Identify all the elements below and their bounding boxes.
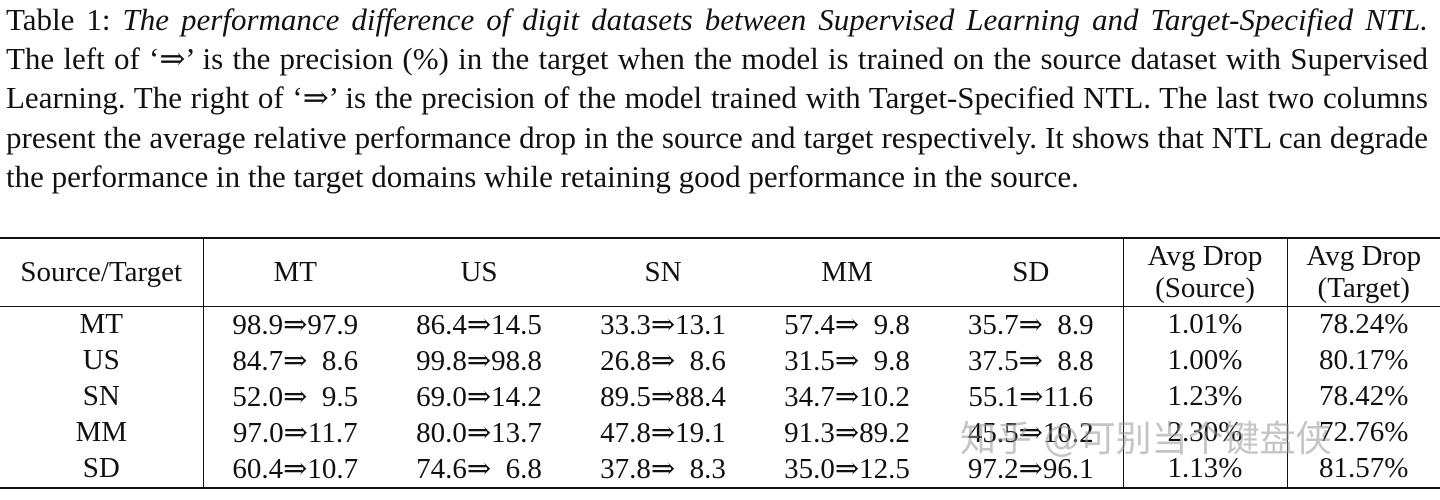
- table-cell: 1.00%: [1123, 342, 1288, 378]
- table-cell: 78.24%: [1319, 307, 1409, 340]
- table-cell: 86.4⇒14.5: [416, 308, 542, 341]
- table-row: MT 98.9⇒97.9 86.4⇒14.5 33.3⇒13.1 57.4⇒ 9.8 35…: [0, 306, 1440, 342]
- row-label: MT: [0, 306, 204, 342]
- table-cell: 1.13%: [1123, 450, 1288, 488]
- table-cell: 55.1⇒11.6: [939, 378, 1124, 414]
- caption-text: The left of ‘⇒’ is the precision (%) in …: [6, 41, 1428, 194]
- table-row: SD 60.4⇒10.7 74.6⇒ 6.8 37.8⇒ 8.3 35.0⇒12.5 97…: [0, 450, 1440, 488]
- table-cell: 47.8⇒19.1: [600, 416, 726, 449]
- table-cell: 74.6⇒ 6.8: [416, 453, 542, 485]
- row-label: SN: [0, 378, 204, 414]
- table-cell: 52.0⇒ 9.5: [232, 380, 359, 413]
- header-cell: SN: [644, 256, 682, 289]
- table-cell: 80.0⇒13.7: [416, 416, 542, 449]
- table-row: MM 97.0⇒11.7 80.0⇒13.7 47.8⇒19.1 91.3⇒89.2 45…: [0, 414, 1440, 450]
- table-cell: 69.0⇒14.2: [416, 380, 542, 413]
- table-row: SN 52.0⇒ 9.5 69.0⇒14.2 89.5⇒88.4 34.7⇒10.2 55…: [0, 378, 1440, 414]
- table-cell: 78.42%: [1319, 379, 1409, 412]
- watermark: 知乎 @可别当个键盘侠: [960, 419, 1332, 460]
- table-cell: 26.8⇒ 8.6: [600, 344, 726, 377]
- table-cell: 35.0⇒12.5: [784, 453, 910, 485]
- header-cell: Source/Target: [0, 238, 204, 306]
- caption-label: Table 1:: [6, 2, 111, 37]
- table-cell: 45.5⇒10.2: [939, 414, 1124, 450]
- caption: Table 1: The performance difference of d…: [6, 0, 1428, 196]
- table-cell: 97.0⇒11.7: [232, 416, 358, 449]
- header-cell: MT: [273, 256, 318, 289]
- results-table: Source/Target MT US SN MM SD Avg Drop (Source)…: [0, 237, 1440, 489]
- header-cell: SD: [939, 238, 1124, 306]
- table-cell: 1.01%: [1123, 306, 1288, 342]
- header-cell: Avg Drop (Source): [1123, 238, 1288, 306]
- table-body: MT 98.9⇒97.9 86.4⇒14.5 33.3⇒13.1 57.4⇒ 9.8 35…: [0, 306, 1440, 488]
- table-cell: 91.3⇒89.2: [784, 416, 910, 449]
- header-cell: MM: [821, 256, 873, 289]
- table-cell: 84.7⇒ 8.6: [232, 344, 359, 377]
- table-cell: 1.23%: [1123, 378, 1288, 414]
- table-cell: 2.30%: [1123, 414, 1288, 450]
- table-cell: 99.8⇒98.8: [416, 344, 542, 377]
- table-cell: 37.8⇒ 8.3: [600, 453, 726, 485]
- table-cell: 57.4⇒ 9.8: [784, 308, 910, 341]
- table-cell: 72.76%: [1319, 415, 1409, 448]
- table-cell: 35.7⇒ 8.9: [939, 306, 1124, 342]
- header-cell: US: [460, 256, 498, 289]
- row-label: US: [0, 342, 204, 378]
- table-cell: 98.9⇒97.9: [232, 308, 359, 341]
- table-row: US 84.7⇒ 8.6 99.8⇒98.8 26.8⇒ 8.6 31.5⇒ 9.8 37…: [0, 342, 1440, 378]
- table-cell: 89.5⇒88.4: [600, 380, 726, 413]
- row-label: SD: [0, 450, 204, 488]
- table-cell: 37.5⇒ 8.8: [939, 342, 1124, 378]
- table-cell: 34.7⇒10.2: [784, 380, 910, 413]
- table-cell: 97.2⇒96.1: [939, 450, 1124, 488]
- caption-title: The performance difference of digit data…: [122, 2, 1428, 37]
- table-cell: 81.57%: [1319, 452, 1409, 484]
- table-cell: 60.4⇒10.7: [232, 453, 359, 485]
- table-cell: 33.3⇒13.1: [600, 308, 726, 341]
- header-cell: Avg Drop (Target): [1306, 240, 1422, 305]
- table-cell: 31.5⇒ 9.8: [784, 344, 910, 377]
- row-label: MM: [0, 414, 204, 450]
- table-cell: 80.17%: [1319, 343, 1409, 376]
- header-row: Source/Target MT US SN MM SD Avg Drop (Source)…: [0, 238, 1440, 306]
